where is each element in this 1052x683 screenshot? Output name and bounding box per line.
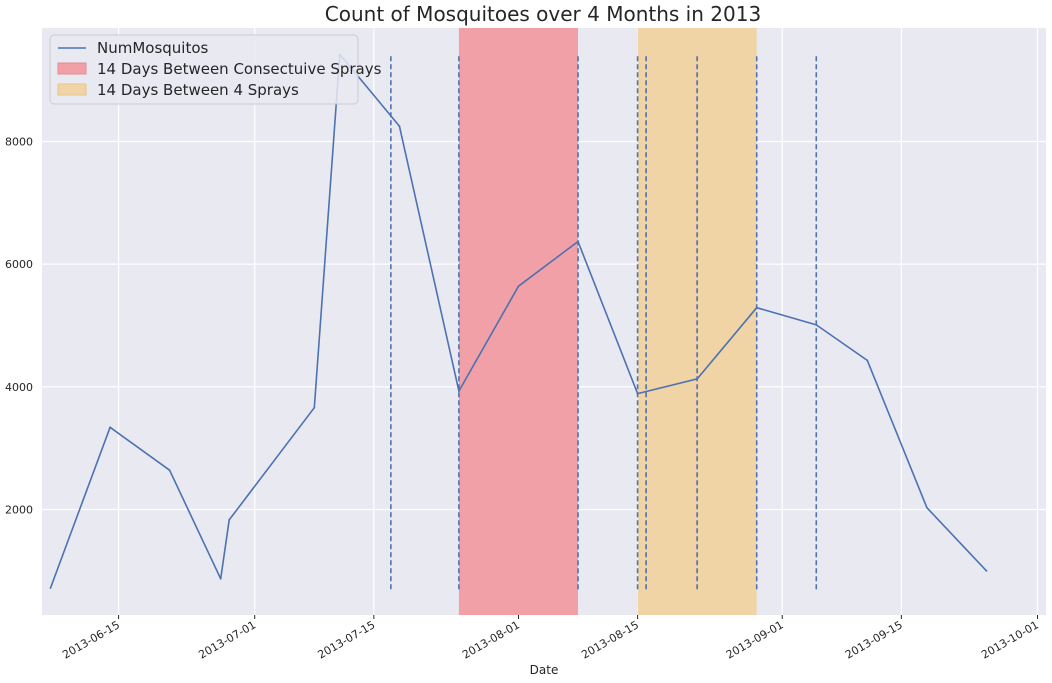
data-point: [815, 323, 818, 326]
x-tick-label: 2013-07-15: [315, 618, 377, 661]
series-line-nummosquitos: [49, 53, 987, 589]
x-tick-label: 2013-08-01: [460, 618, 522, 661]
x-tick-label: 2013-09-01: [724, 618, 786, 661]
legend-label-four-sprays: 14 Days Between 4 Sprays: [97, 81, 299, 99]
x-tick-label: 2013-09-15: [843, 618, 905, 661]
y-tick-label: 4000: [5, 381, 33, 394]
spray-lines: [390, 55, 818, 590]
data-point: [228, 519, 231, 521]
legend-box: [49, 34, 359, 105]
x-tick-label: 2013-08-15: [579, 618, 641, 661]
chart-title: Count of Mosquitoes over 4 Months in 201…: [325, 2, 761, 26]
data-point: [219, 577, 222, 580]
data-point: [696, 377, 699, 380]
shade-consecutive-sprays: [458, 28, 579, 615]
legend: NumMosquitos 14 Days Between Consectuive…: [49, 34, 382, 105]
data-point: [49, 587, 52, 589]
x-tick-label: 2013-07-01: [196, 618, 258, 661]
data-point: [577, 240, 579, 243]
legend-label-nummosquitos: NumMosquitos: [97, 39, 209, 57]
data-point: [636, 392, 639, 395]
data-point: [398, 125, 401, 128]
x-tick-labels: 2013-06-15 2013-07-01 2013-07-15 2013-08-01…: [60, 615, 1041, 662]
x-axis-label: Date: [530, 663, 559, 677]
data-point: [866, 359, 869, 362]
data-point: [755, 306, 758, 309]
data-point: [168, 469, 171, 472]
legend-swatch-four-sprays: [57, 83, 87, 96]
y-tick-label: 8000: [5, 135, 33, 148]
x-tick-label: 2013-06-15: [60, 618, 122, 661]
series: [49, 53, 988, 589]
data-point: [109, 426, 111, 429]
y-tick-labels: 2000 4000 6000 8000: [5, 135, 33, 516]
data-point: [517, 285, 520, 288]
data-point: [985, 569, 988, 572]
data-point: [925, 506, 928, 509]
x-tick-label: 2013-10-01: [979, 618, 1041, 661]
legend-label-consecutive-sprays: 14 Days Between Consectuive Sprays: [97, 60, 382, 78]
data-point: [458, 390, 460, 393]
legend-swatch-consecutive-sprays: [57, 62, 87, 75]
y-tick-label: 6000: [5, 258, 33, 271]
y-tick-label: 2000: [5, 503, 33, 516]
data-point: [313, 406, 316, 409]
